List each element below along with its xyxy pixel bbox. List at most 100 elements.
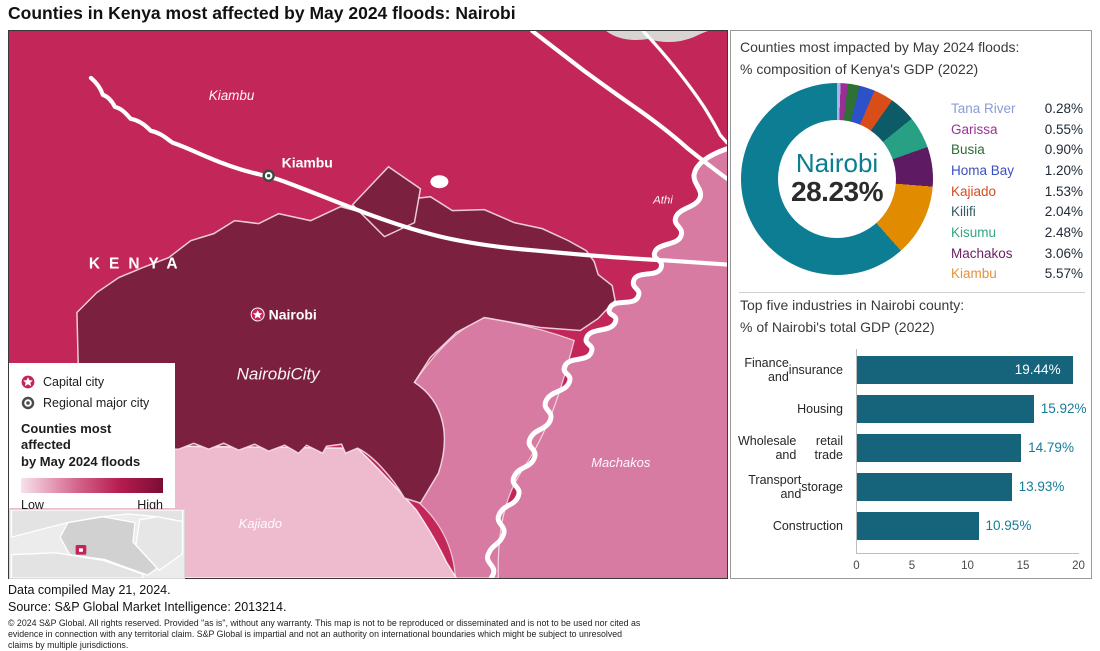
label-nairobi-city-area: NairobiCity: [237, 364, 322, 383]
legend-low-high: Low High: [21, 498, 163, 512]
label-machakos-county: Machakos: [591, 455, 651, 470]
donut-center-label: Nairobi: [795, 147, 879, 178]
region-machakos: [487, 148, 727, 578]
bar-value-label: 15.92%: [1040, 401, 1087, 416]
bar: [857, 434, 1022, 462]
label-nairobi-capital: Nairobi: [269, 306, 317, 322]
terrain-blob: [606, 31, 709, 43]
donut-legend-row: Tana River 0.28%: [951, 98, 1083, 119]
bar: [857, 512, 979, 540]
donut-legend-county: Homa Bay: [951, 162, 1015, 178]
regional-city-icon: [21, 396, 35, 410]
donut-legend-row: Kisumu 2.48%: [951, 222, 1083, 243]
legend-capital-label: Capital city: [43, 375, 105, 389]
capital-city-icon: [21, 375, 35, 389]
donut-legend-row: Machakos 3.06%: [951, 243, 1083, 264]
bar: [857, 473, 1012, 501]
legend-regional-row: Regional major city: [21, 394, 163, 412]
bar-value-label: 19.44%: [1014, 362, 1061, 377]
bar: [857, 356, 1073, 384]
bar-category-label: Transport and storage: [748, 473, 843, 501]
donut-legend-value: 0.90%: [1044, 142, 1083, 158]
footer-compiled-date: Data compiled May 21, 2024.: [8, 583, 171, 597]
legend-low-label: Low: [21, 497, 44, 512]
donut-legend-value: 0.28%: [1044, 100, 1083, 116]
donut-legend-value: 3.06%: [1044, 245, 1083, 261]
donut-title: Counties most impacted by May 2024 flood…: [740, 39, 1020, 55]
donut-legend-value: 5.57%: [1044, 266, 1083, 282]
road-main: [88, 75, 727, 267]
x-axis-tick-label: 15: [1016, 560, 1030, 572]
bar-category-label: Finance and insurance: [744, 356, 843, 384]
donut-legend-county: Kilifi: [951, 204, 976, 220]
donut-legend-value: 1.53%: [1044, 183, 1083, 199]
donut-center: Nairobi 28.23%: [778, 120, 896, 238]
donut-legend-county: Kiambu: [951, 266, 997, 282]
marker-capital-nairobi: [250, 307, 265, 322]
charts-panel: Counties most impacted by May 2024 flood…: [730, 30, 1092, 579]
footer-disclaimer: © 2024 S&P Global. All rights reserved. …: [8, 618, 641, 650]
bar-category-label: Construction: [772, 519, 843, 533]
inset-locator-map: [9, 509, 185, 579]
donut-legend-row: Homa Bay 1.20%: [951, 160, 1083, 181]
bar-value-label: 13.93%: [1018, 479, 1065, 494]
label-country-kenya: KENYA: [89, 256, 187, 273]
road-northeast-2: [641, 31, 727, 145]
y-axis-line: [856, 349, 857, 553]
donut-legend-county: Machakos: [951, 245, 1013, 261]
industries-bar-chart: Finance and insurance 19.44% Housing 15.92% W…: [731, 349, 1093, 579]
gdp-donut-chart: Nairobi 28.23%: [741, 83, 933, 275]
donut-legend-row: Garissa 0.55%: [951, 119, 1083, 140]
map-panel: Kiambu KENYA Athi Machakos Kajiado Nairo…: [8, 30, 728, 579]
x-axis-line: [856, 553, 1079, 554]
legend-regional-label: Regional major city: [43, 396, 150, 410]
donut-legend: Tana River 0.28% Garissa 0.55% Busia 0.90% Hom…: [951, 98, 1083, 284]
legend-heading: Counties most affected by May 2024 flood…: [21, 421, 141, 469]
donut-legend-county: Kisumu: [951, 224, 997, 240]
donut-legend-row: Kajiado 1.53%: [951, 181, 1083, 202]
label-kiambu-city: Kiambu: [282, 155, 333, 171]
donut-legend-value: 1.20%: [1044, 162, 1083, 178]
bar-category-label: Housing: [797, 402, 843, 416]
bar-subtitle: % of Nairobi's total GDP (2022): [740, 319, 935, 335]
athi-river-line: [485, 146, 727, 578]
donut-legend-county: Tana River: [951, 100, 1016, 116]
x-axis-tick-label: 20: [1072, 560, 1085, 572]
donut-legend-row: Busia 0.90%: [951, 139, 1083, 160]
donut-legend-value: 0.55%: [1044, 121, 1083, 137]
flood-severity-gradient: [21, 477, 163, 493]
legend-capital-row: Capital city: [21, 373, 163, 391]
donut-legend-value: 2.04%: [1044, 204, 1083, 220]
donut-legend-row: Kiambu 5.57%: [951, 264, 1083, 285]
label-kajiado-county: Kajiado: [239, 516, 282, 531]
bar-category-label: Wholesale and retail trade: [737, 434, 843, 462]
bar-value-label: 10.95%: [985, 518, 1032, 533]
map-legend: Capital city Regional major city Countie…: [9, 363, 175, 512]
page-title: Counties in Kenya most affected by May 2…: [8, 3, 516, 23]
x-axis-tick-label: 5: [908, 560, 916, 572]
donut-legend-value: 2.48%: [1044, 224, 1083, 240]
footer-source: Source: S&P Global Market Intelligence: …: [8, 600, 287, 614]
label-athi-river: Athi: [652, 195, 673, 207]
bar-value-label: 14.79%: [1028, 440, 1074, 455]
reservoir: [430, 175, 449, 189]
region-nairobi-diamond: [351, 165, 422, 238]
bar: [857, 395, 1034, 423]
donut-subtitle: % composition of Kenya's GDP (2022): [740, 61, 979, 77]
bar-title: Top five industries in Nairobi county:: [740, 297, 965, 313]
legend-high-label: High: [137, 497, 163, 512]
marker-regional-city-kiambu: [262, 169, 275, 182]
donut-center-value: 28.23%: [791, 176, 883, 208]
donut-legend-row: Kilifi 2.04%: [951, 201, 1083, 222]
x-axis-tick-label: 10: [961, 560, 974, 572]
inset-kenya-shape: [59, 516, 159, 576]
road-northeast-1: [530, 31, 727, 181]
label-kiambu-county: Kiambu: [209, 88, 255, 103]
inset-nairobi-marker: [75, 544, 87, 555]
inset-map-svg: [10, 509, 184, 579]
donut-legend-county: Kajiado: [951, 183, 997, 199]
section-divider: [739, 292, 1085, 293]
donut-legend-county: Garissa: [951, 121, 998, 137]
x-axis-tick-label: 0: [853, 560, 860, 572]
donut-legend-county: Busia: [951, 142, 985, 158]
